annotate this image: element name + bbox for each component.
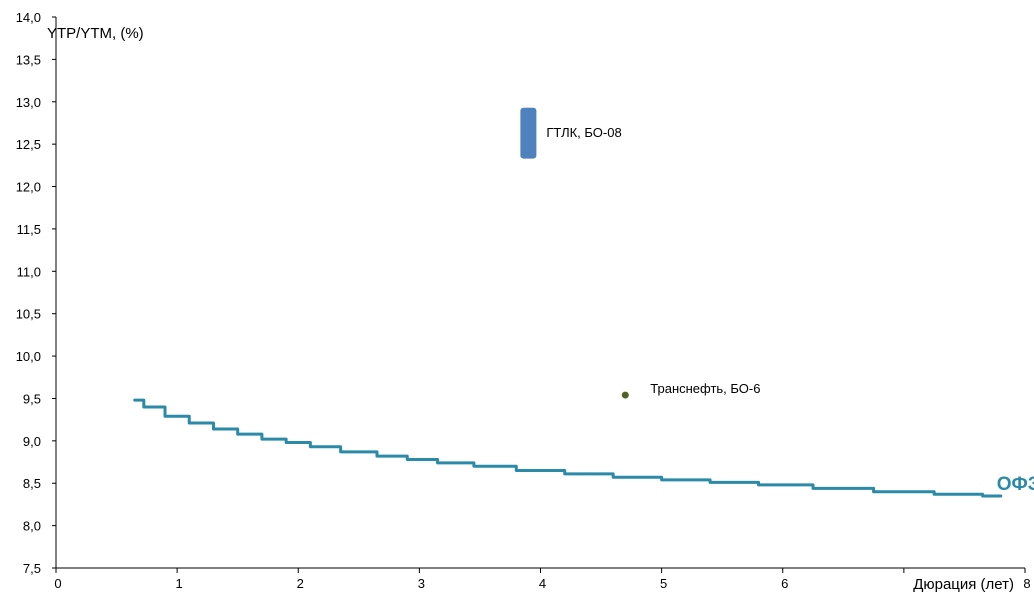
x-tick-label: 8 — [1023, 576, 1030, 591]
y-tick-label: 9,0 — [23, 434, 41, 449]
y-axis-title: YTP/YTM, (%) — [47, 25, 144, 42]
ofz-series-label: ОФЗ — [997, 474, 1034, 495]
transneft-point — [621, 391, 629, 399]
y-axis: 7,5 8,0 8,5 9,0 9,5 10,0 10,5 11,0 11,5 12,0 12,5 1… — [16, 10, 57, 576]
x-tick-label: 6 — [781, 576, 788, 591]
y-tick-label: 8,5 — [23, 476, 41, 491]
ofz-curve-line — [133, 398, 1003, 498]
x-tick-label: 1 — [176, 576, 183, 591]
x-tick-label: 5 — [660, 576, 667, 591]
y-tick-label: 13,5 — [16, 52, 41, 67]
plot-area: ОФЗ ГТЛК, БО-08 Транснефть, БО-6 — [133, 107, 1034, 498]
x-tick-label: 3 — [418, 576, 425, 591]
x-tick-label: 0 — [54, 576, 61, 591]
transneft-label: Транснефть, БО-6 — [650, 381, 760, 396]
y-tick-label: 14,0 — [16, 10, 41, 25]
gtlk-range-bar — [520, 107, 537, 159]
y-tick-label: 7,5 — [23, 561, 41, 576]
x-tick-label: 4 — [539, 576, 546, 591]
y-tick-label: 9,5 — [23, 391, 41, 406]
x-axis: 0 1 2 3 4 5 6 8 — [54, 567, 1031, 591]
x-tick-label: 2 — [297, 576, 304, 591]
x-axis-title: Дюрация (лет) — [913, 576, 1014, 592]
gtlk-label: ГТЛК, БО-08 — [546, 125, 621, 140]
y-tick-label: 13,0 — [16, 95, 41, 110]
y-tick-label: 11,0 — [17, 264, 41, 279]
y-tick-label: 12,0 — [16, 180, 41, 195]
y-tick-label: 12,5 — [16, 137, 41, 152]
y-tick-label: 8,0 — [23, 519, 41, 534]
y-tick-label: 10,5 — [16, 307, 41, 322]
y-tick-label: 11,5 — [17, 222, 41, 237]
y-tick-label: 10,0 — [16, 349, 41, 364]
